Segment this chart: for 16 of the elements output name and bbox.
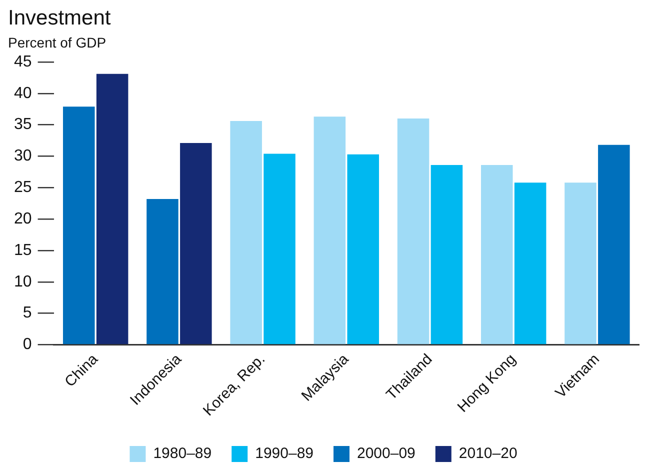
y-tick-label: 20	[14, 210, 32, 228]
y-tick-label: 10	[14, 273, 32, 290]
legend-label: 2000–09	[357, 445, 416, 462]
y-tick-label: 0	[22, 336, 32, 354]
legend-label: 1980–89	[153, 445, 212, 462]
y-tick-label: 15	[14, 242, 32, 259]
legend-label: 2010–20	[458, 445, 518, 462]
chart-subtitle: Percent of GDP	[8, 34, 106, 50]
y-tick-label: 40	[14, 84, 32, 102]
y-tick-label: 25	[14, 179, 32, 196]
y-tick-label: 45	[14, 53, 32, 70]
y-tick-label: 5	[22, 304, 32, 322]
chart-title: Investment	[8, 6, 111, 30]
y-tick-label: 30	[14, 148, 32, 165]
legend-label: 1990–89	[255, 445, 314, 462]
y-tick-label: 35	[14, 116, 32, 134]
